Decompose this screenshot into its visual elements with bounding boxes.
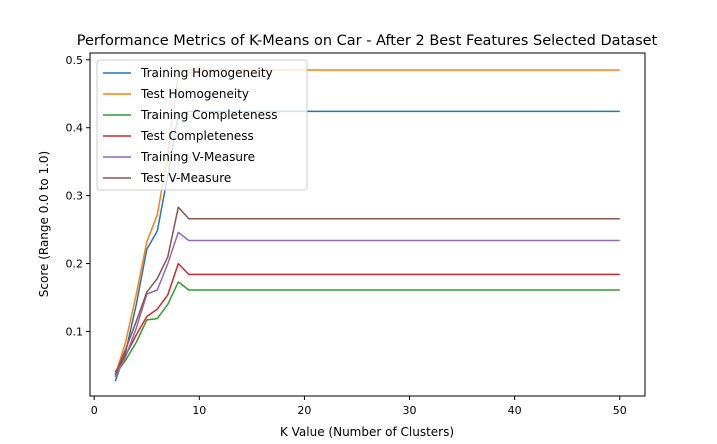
y-tick-label: 0.2 — [66, 258, 84, 271]
x-tick-label: 50 — [613, 404, 627, 417]
legend-box — [96, 59, 308, 191]
y-tick-label: 0.3 — [66, 190, 84, 203]
plot-frame — [89, 52, 646, 397]
x-tick-label: 10 — [192, 404, 206, 417]
series-line-4 — [114, 262, 620, 373]
legend-label: Training V-Measure — [140, 150, 255, 164]
x-tick-label: 40 — [508, 404, 522, 417]
legend-label: Test V-Measure — [140, 171, 231, 185]
x-tick-label: 0 — [91, 404, 98, 417]
legend-label: Training Completeness — [140, 108, 278, 122]
y-tick-label: 0.1 — [66, 325, 84, 338]
x-tick-label: 30 — [403, 404, 417, 417]
legend-label: Test Homogeneity — [140, 87, 249, 101]
y-tick-label: 0.4 — [66, 122, 84, 135]
legend: Training Homogeneity Test Homogeneity Trai… — [96, 59, 308, 191]
series-line-3 — [114, 281, 620, 375]
chart-title: Performance Metrics of K-Means on Car - … — [77, 33, 658, 49]
x-tick-label: 20 — [297, 404, 311, 417]
series-line-5 — [114, 231, 620, 378]
series-line-6 — [114, 206, 620, 375]
y-axis-label: Score (Range 0.0 to 1.0) — [37, 151, 51, 297]
x-axis-label: K Value (Number of Clusters) — [280, 425, 454, 439]
legend-label: Training Homogeneity — [140, 66, 273, 80]
x-axis: 0 10 20 30 40 50 — [91, 396, 627, 417]
legend-label: Test Completeness — [140, 129, 254, 143]
y-axis: 0.1 0.2 0.3 0.4 0.5 — [66, 54, 90, 338]
y-tick-label: 0.5 — [66, 54, 84, 67]
